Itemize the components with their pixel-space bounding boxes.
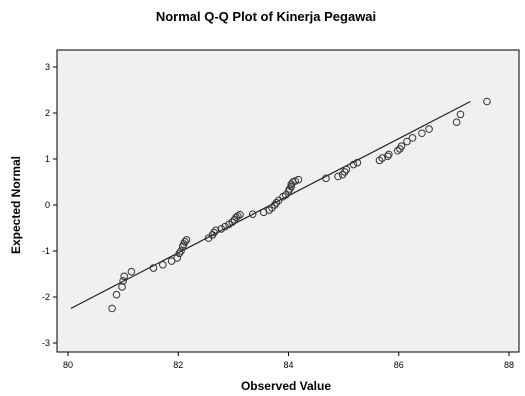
data-point bbox=[112, 290, 121, 299]
data-point bbox=[403, 137, 411, 146]
data-point bbox=[127, 267, 136, 276]
data-point bbox=[342, 165, 351, 174]
data-point bbox=[291, 177, 299, 185]
data-point bbox=[108, 304, 116, 313]
data-point bbox=[349, 160, 358, 169]
data-point bbox=[408, 134, 417, 142]
plot-area bbox=[56, 49, 520, 353]
data-point bbox=[272, 198, 281, 207]
data-point bbox=[228, 218, 237, 226]
chart-title: Normal Q-Q Plot of Kinerja Pegawai bbox=[156, 9, 376, 24]
y-tick-label: 0 bbox=[45, 200, 50, 210]
y-tick-label: -2 bbox=[42, 292, 50, 302]
data-point bbox=[119, 277, 127, 285]
data-point bbox=[334, 172, 342, 181]
data-point bbox=[236, 210, 244, 219]
data-point bbox=[177, 247, 185, 255]
x-tick-label: 80 bbox=[63, 360, 73, 370]
x-axis-ticks: 80 82 84 86 88 bbox=[63, 352, 514, 370]
data-point bbox=[270, 201, 279, 209]
data-point bbox=[418, 129, 426, 138]
y-tick-label: 2 bbox=[45, 108, 50, 118]
data-point bbox=[383, 152, 392, 161]
data-point bbox=[287, 182, 296, 191]
data-point bbox=[221, 222, 229, 231]
data-point bbox=[182, 236, 191, 244]
y-tick-label: 3 bbox=[45, 62, 50, 72]
data-point bbox=[285, 185, 294, 193]
data-point bbox=[175, 249, 184, 258]
x-axis-title: Observed Value bbox=[241, 379, 331, 393]
x-tick-label: 88 bbox=[504, 360, 514, 370]
data-point bbox=[268, 203, 276, 212]
data-point bbox=[149, 264, 158, 272]
data-point bbox=[233, 212, 242, 220]
y-axis-title: Expected Normal bbox=[9, 156, 23, 254]
data-point bbox=[294, 175, 303, 184]
data-point bbox=[211, 226, 220, 235]
y-tick-label: 1 bbox=[45, 154, 50, 164]
data-point bbox=[385, 150, 393, 159]
y-axis-ticks: -3 -2 -1 0 1 2 3 bbox=[42, 62, 57, 348]
data-point bbox=[393, 146, 402, 155]
data-point bbox=[378, 154, 387, 162]
data-point bbox=[210, 228, 218, 237]
data-point bbox=[181, 238, 189, 246]
data-point bbox=[340, 168, 349, 176]
data-point bbox=[322, 174, 330, 183]
x-tick-label: 82 bbox=[173, 360, 183, 370]
data-point bbox=[397, 142, 406, 150]
data-point bbox=[159, 261, 167, 269]
data-point bbox=[483, 97, 491, 106]
data-point bbox=[452, 118, 461, 126]
data-point bbox=[456, 110, 465, 119]
data-point bbox=[232, 213, 240, 222]
x-tick-label: 86 bbox=[394, 360, 404, 370]
data-point bbox=[425, 125, 433, 133]
data-point bbox=[217, 225, 226, 233]
data-point bbox=[274, 196, 283, 205]
data-point bbox=[167, 257, 176, 265]
x-tick-label: 84 bbox=[283, 360, 293, 370]
data-point bbox=[120, 272, 129, 281]
data-points bbox=[108, 97, 491, 313]
y-tick-label: -1 bbox=[42, 246, 50, 256]
y-tick-label: -3 bbox=[42, 338, 50, 348]
data-point bbox=[353, 158, 362, 167]
data-point bbox=[173, 254, 181, 262]
data-point bbox=[248, 210, 257, 218]
